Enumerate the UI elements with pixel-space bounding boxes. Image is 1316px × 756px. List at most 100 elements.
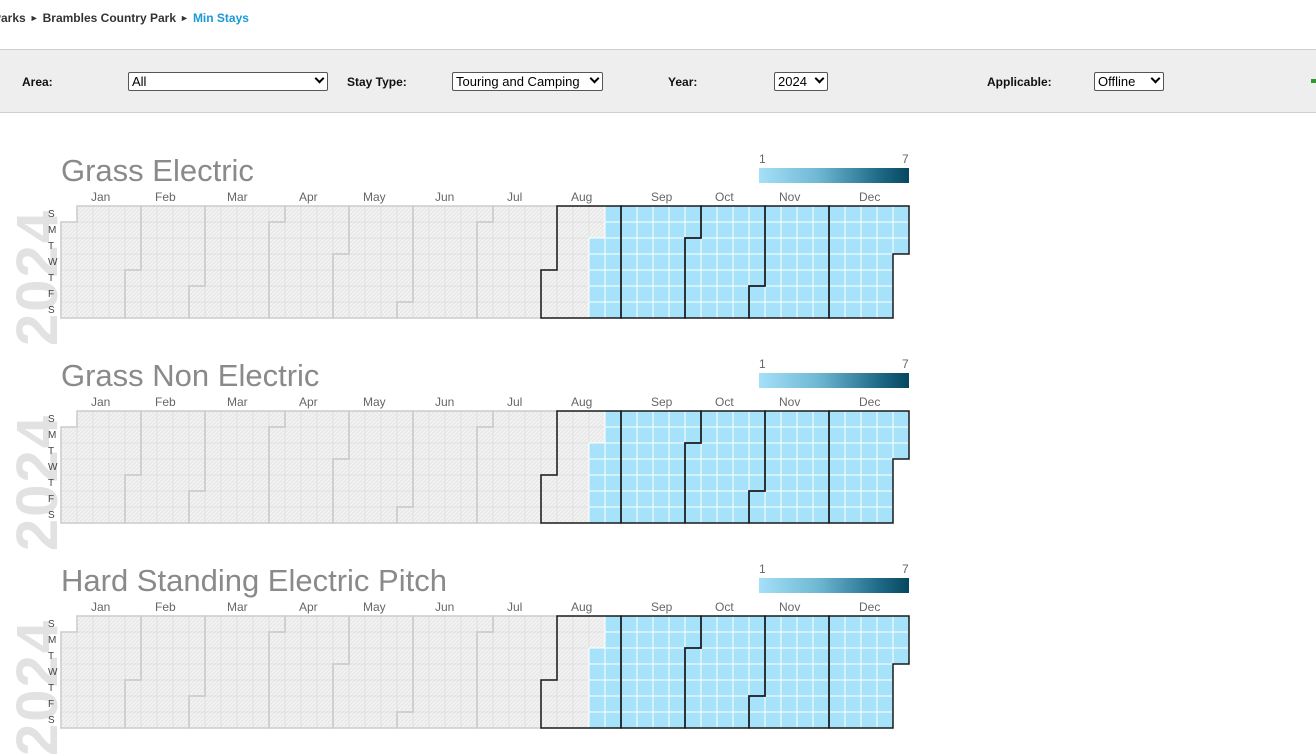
day-cell[interactable] (796, 221, 814, 239)
day-cell[interactable] (732, 253, 750, 271)
day-cell[interactable] (860, 269, 878, 287)
day-cell[interactable] (668, 506, 686, 524)
day-cell[interactable] (764, 679, 782, 697)
day-cell[interactable] (236, 269, 254, 287)
day-cell[interactable] (748, 253, 766, 271)
day-cell[interactable] (700, 695, 718, 713)
day-cell[interactable] (476, 221, 494, 239)
day-cell[interactable] (716, 490, 734, 508)
day-cell[interactable] (812, 506, 830, 524)
day-cell[interactable] (172, 301, 190, 319)
day-cell[interactable] (636, 631, 654, 649)
day-cell[interactable] (364, 205, 382, 223)
day-cell[interactable] (700, 474, 718, 492)
day-cell[interactable] (524, 458, 542, 476)
day-cell[interactable] (876, 442, 894, 460)
day-cell[interactable] (124, 253, 142, 271)
day-cell[interactable] (652, 442, 670, 460)
day-cell[interactable] (60, 506, 78, 524)
day-cell[interactable] (876, 285, 894, 303)
day-cell[interactable] (524, 711, 542, 729)
day-cell[interactable] (124, 711, 142, 729)
day-cell[interactable] (524, 695, 542, 713)
day-cell[interactable] (652, 695, 670, 713)
day-cell[interactable] (316, 711, 334, 729)
day-cell[interactable] (604, 253, 622, 271)
day-cell[interactable] (620, 221, 638, 239)
day-cell[interactable] (828, 695, 846, 713)
day-cell[interactable] (124, 458, 142, 476)
day-cell[interactable] (492, 442, 510, 460)
day-cell[interactable] (188, 711, 206, 729)
day-cell[interactable] (428, 442, 446, 460)
day-cell[interactable] (76, 253, 94, 271)
day-cell[interactable] (508, 711, 526, 729)
day-cell[interactable] (156, 221, 174, 239)
day-cell[interactable] (652, 458, 670, 476)
day-cell[interactable] (764, 442, 782, 460)
day-cell[interactable] (588, 647, 606, 665)
day-cell[interactable] (828, 631, 846, 649)
day-cell[interactable] (316, 221, 334, 239)
day-cell[interactable] (140, 205, 158, 223)
day-cell[interactable] (396, 285, 414, 303)
day-cell[interactable] (588, 711, 606, 729)
day-cell[interactable] (780, 647, 798, 665)
day-cell[interactable] (220, 474, 238, 492)
day-cell[interactable] (828, 426, 846, 444)
day-cell[interactable] (236, 711, 254, 729)
day-cell[interactable] (604, 474, 622, 492)
day-cell[interactable] (540, 285, 558, 303)
day-cell[interactable] (460, 631, 478, 649)
day-cell[interactable] (588, 285, 606, 303)
day-cell[interactable] (860, 647, 878, 665)
day-cell[interactable] (556, 221, 574, 239)
day-cell[interactable] (60, 253, 78, 271)
day-cell[interactable] (636, 711, 654, 729)
day-cell[interactable] (108, 647, 126, 665)
day-cell[interactable] (796, 647, 814, 665)
day-cell[interactable] (700, 221, 718, 239)
day-cell[interactable] (140, 679, 158, 697)
day-cell[interactable] (492, 474, 510, 492)
day-cell[interactable] (636, 237, 654, 255)
day-cell[interactable] (172, 695, 190, 713)
day-cell[interactable] (236, 221, 254, 239)
day-cell[interactable] (780, 695, 798, 713)
day-cell[interactable] (284, 663, 302, 681)
day-cell[interactable] (524, 663, 542, 681)
day-cell[interactable] (620, 695, 638, 713)
day-cell[interactable] (876, 253, 894, 271)
day-cell[interactable] (508, 221, 526, 239)
day-cell[interactable] (764, 285, 782, 303)
day-cell[interactable] (556, 663, 574, 681)
day-cell[interactable] (764, 301, 782, 319)
day-cell[interactable] (620, 410, 638, 428)
day-cell[interactable] (92, 458, 110, 476)
day-cell[interactable] (108, 615, 126, 633)
day-cell[interactable] (780, 410, 798, 428)
day-cell[interactable] (108, 711, 126, 729)
day-cell[interactable] (220, 631, 238, 649)
day-cell[interactable] (444, 426, 462, 444)
day-cell[interactable] (732, 615, 750, 633)
day-cell[interactable] (412, 410, 430, 428)
day-cell[interactable] (284, 301, 302, 319)
day-cell[interactable] (76, 237, 94, 255)
day-cell[interactable] (572, 490, 590, 508)
day-cell[interactable] (524, 301, 542, 319)
day-cell[interactable] (140, 615, 158, 633)
day-cell[interactable] (60, 631, 78, 649)
day-cell[interactable] (572, 631, 590, 649)
day-cell[interactable] (140, 237, 158, 255)
day-cell[interactable] (844, 237, 862, 255)
day-cell[interactable] (284, 458, 302, 476)
day-cell[interactable] (892, 647, 910, 665)
day-cell[interactable] (572, 269, 590, 287)
day-cell[interactable] (412, 269, 430, 287)
day-cell[interactable] (604, 285, 622, 303)
day-cell[interactable] (268, 506, 286, 524)
day-cell[interactable] (380, 442, 398, 460)
day-cell[interactable] (92, 301, 110, 319)
day-cell[interactable] (284, 615, 302, 633)
